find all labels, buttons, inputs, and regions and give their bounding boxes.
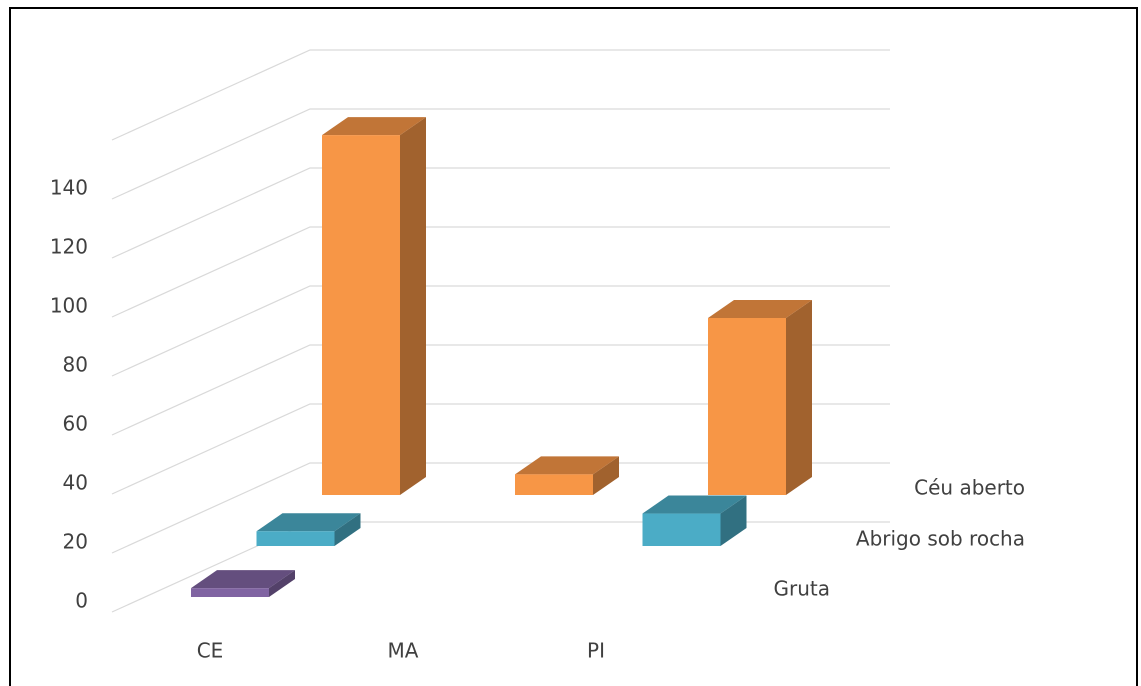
grid-line — [111, 344, 890, 436]
bar-top — [708, 300, 812, 318]
x-tick-label: CE — [197, 639, 224, 663]
bar — [515, 474, 593, 495]
bar — [642, 513, 721, 546]
legend-label: Gruta — [774, 577, 831, 601]
grid-line — [111, 108, 890, 200]
y-tick-label: 120 — [50, 235, 88, 259]
bar-top — [515, 456, 619, 475]
bar — [708, 318, 786, 495]
grid-line — [111, 167, 890, 259]
bar-side — [720, 495, 747, 546]
bar-top — [642, 495, 747, 514]
y-tick-label: 60 — [63, 412, 88, 436]
bar — [322, 135, 400, 495]
y-tick-label: 40 — [63, 471, 88, 495]
grid-line — [111, 49, 890, 141]
legend-label: Abrigo sob rocha — [856, 527, 1025, 551]
bar — [256, 531, 335, 546]
bar-side — [334, 513, 361, 546]
y-tick-label: 80 — [63, 353, 88, 377]
x-tick-label: PI — [587, 639, 605, 663]
grid-line — [111, 285, 890, 377]
y-tick-label: 0 — [75, 589, 88, 613]
bar-side — [786, 300, 812, 495]
y-tick-label: 100 — [50, 294, 88, 318]
x-tick-label: MA — [388, 639, 419, 663]
bar-top — [322, 117, 426, 136]
bar-side — [269, 570, 295, 597]
bar-side — [593, 456, 619, 495]
legend-label: Céu aberto — [914, 476, 1025, 500]
grid-line — [111, 462, 890, 554]
y-tick-label: 20 — [63, 530, 88, 554]
bar — [191, 588, 269, 597]
grid-line — [111, 403, 890, 495]
bar-top — [191, 570, 295, 589]
grid-line — [111, 226, 890, 318]
bar-side — [400, 117, 426, 495]
y-tick-label: 140 — [50, 176, 88, 200]
bar-top — [256, 513, 361, 532]
